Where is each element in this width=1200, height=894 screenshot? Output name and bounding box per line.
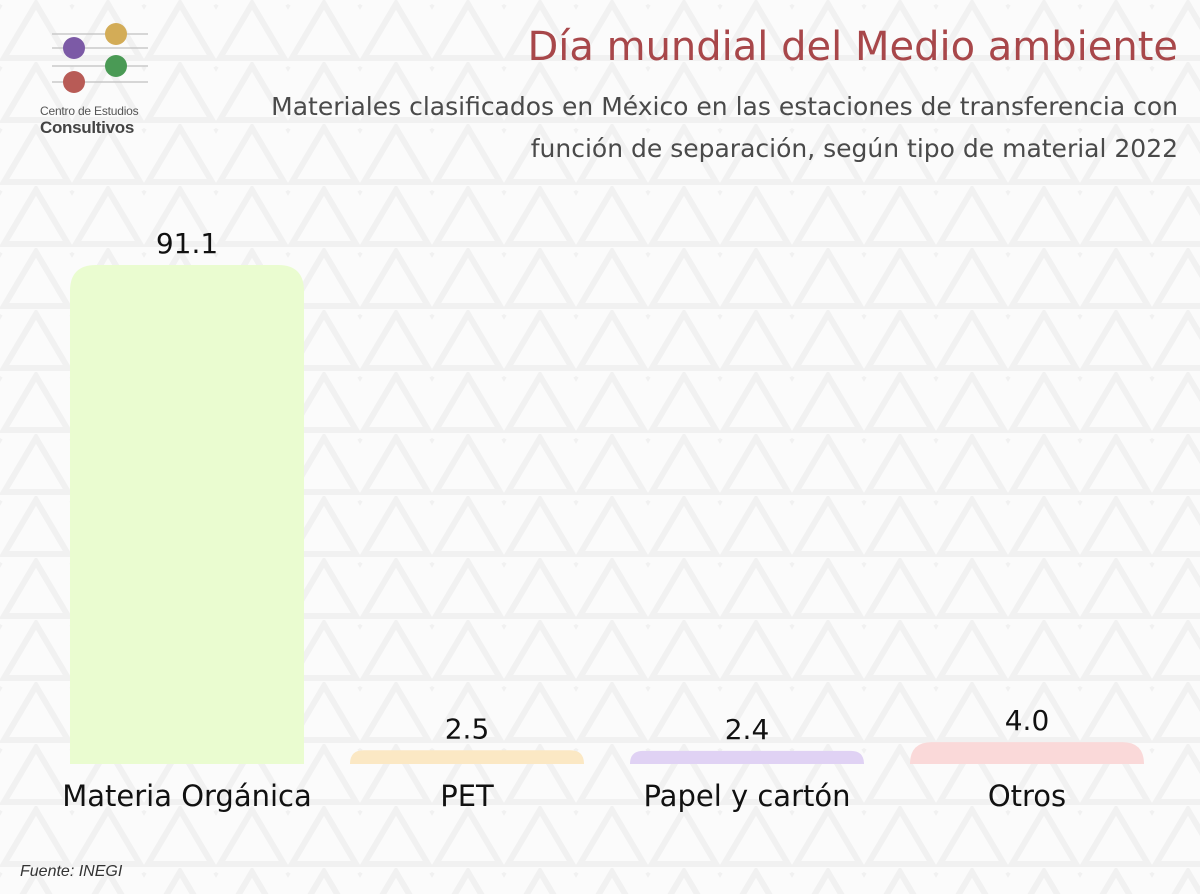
logo-dot-green <box>105 55 127 77</box>
subtitle-line-1: Materiales clasificados en México en las… <box>271 92 1178 121</box>
logo-dot-yellow <box>105 23 127 45</box>
value-label-papel-y-carton: 2.4 <box>725 713 770 746</box>
chart-subtitle: Materiales clasificados en México en las… <box>178 86 1178 170</box>
value-label-materia-organica: 91.1 <box>156 227 218 260</box>
category-label-pet: PET <box>440 779 494 813</box>
logo-mark <box>52 23 148 93</box>
category-label-otros: Otros <box>988 779 1066 813</box>
category-label-papel-y-carton: Papel y cartón <box>644 779 851 813</box>
value-label-pet: 2.5 <box>445 712 490 745</box>
subtitle-line-2: función de separación, según tipo de mat… <box>530 134 1178 163</box>
source-note: Fuente: INEGI <box>20 863 123 880</box>
logo-big-text: Consultivos <box>40 118 134 137</box>
logo-dot-purple <box>63 37 85 59</box>
logo-dot-red <box>63 71 85 93</box>
bar-materia-organica <box>70 265 304 764</box>
logo: Centro de Estudios Consultivos <box>40 18 155 138</box>
category-label-materia-organica: Materia Orgánica <box>62 779 312 813</box>
bar-pet <box>350 750 584 764</box>
bar-otros <box>910 742 1144 764</box>
bar-papel-y-carton <box>630 750 864 764</box>
chart-title: Día mundial del Medio ambiente <box>527 24 1178 70</box>
value-label-otros: 4.0 <box>1005 704 1050 737</box>
logo-small-text: Centro de Estudios <box>40 104 139 118</box>
